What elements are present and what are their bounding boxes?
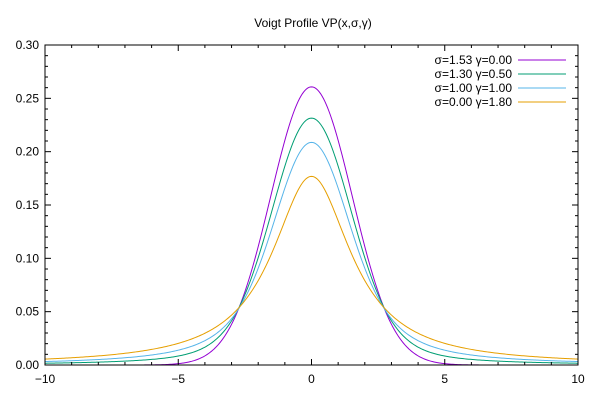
x-tick-label: 10 <box>571 372 585 386</box>
y-tick-label: 0.25 <box>16 91 40 105</box>
y-tick-label: 0.05 <box>16 305 40 319</box>
legend-label: σ=1.30 γ=0.50 <box>435 67 513 81</box>
series-line-1 <box>45 86 578 365</box>
y-tick-label: 0.15 <box>16 198 40 212</box>
x-tick-label: −10 <box>35 372 56 386</box>
y-tick-label: 0.30 <box>16 38 40 52</box>
axis-ticks: −10 −5 0 5 10 0.00 0.05 0.10 0.15 0.20 0.25 0.30 <box>16 38 585 386</box>
x-tick-label: 0 <box>308 372 315 386</box>
legend-label: σ=1.53 γ=0.00 <box>435 53 513 67</box>
y-tick-label: 0.00 <box>16 358 40 372</box>
legend-label: σ=0.00 γ=1.80 <box>435 95 513 109</box>
legend-label: σ=1.00 γ=1.00 <box>435 81 513 95</box>
plot-area <box>45 86 578 365</box>
series-line-2 <box>45 117 578 364</box>
x-tick-label: 5 <box>441 372 448 386</box>
series-line-4 <box>45 175 578 360</box>
series-line-3 <box>45 141 578 363</box>
x-tick-label: −5 <box>171 372 185 386</box>
y-tick-label: 0.20 <box>16 145 40 159</box>
y-tick-label: 0.10 <box>16 251 40 265</box>
legend: σ=1.53 γ=0.00σ=1.30 γ=0.50σ=1.00 γ=1.00σ… <box>435 53 566 109</box>
chart-title: Voigt Profile VP(x,σ,γ) <box>254 16 371 30</box>
